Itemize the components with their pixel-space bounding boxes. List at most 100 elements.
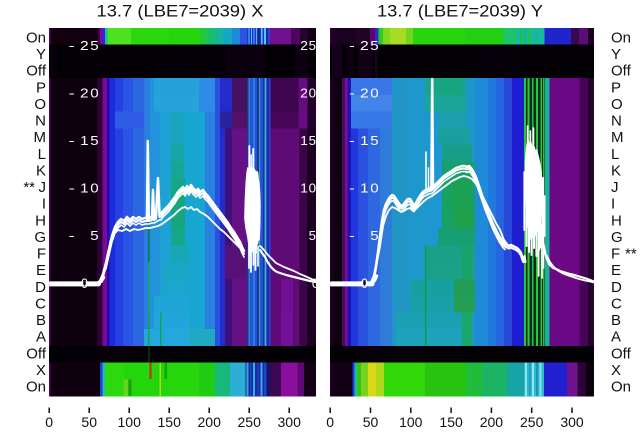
svg-text:50: 50: [81, 414, 97, 430]
svg-text:Off: Off: [26, 345, 47, 362]
svg-text:5: 5: [309, 133, 316, 148]
svg-text:5: 5: [370, 228, 378, 243]
svg-text:**: **: [625, 246, 637, 263]
svg-text:O: O: [611, 96, 623, 113]
svg-text:0: 0: [370, 85, 378, 100]
svg-text:5: 5: [370, 38, 378, 53]
svg-text:150: 150: [158, 414, 182, 430]
svg-text:D: D: [611, 279, 622, 296]
svg-text:A: A: [36, 329, 46, 346]
svg-text:C: C: [35, 296, 46, 313]
svg-text:-: -: [349, 85, 355, 100]
svg-text:P: P: [36, 79, 46, 96]
svg-text:J: J: [611, 179, 619, 196]
svg-text:O: O: [34, 96, 46, 113]
svg-text:B: B: [36, 312, 46, 329]
svg-text:250: 250: [238, 414, 262, 430]
svg-text:-: -: [69, 228, 75, 243]
svg-text:X: X: [36, 362, 46, 379]
svg-text:Y: Y: [36, 46, 46, 63]
svg-text:A: A: [611, 329, 621, 346]
svg-text:H: H: [35, 212, 46, 229]
svg-text:2: 2: [300, 38, 308, 53]
svg-text:-: -: [69, 180, 75, 195]
svg-text:E: E: [611, 262, 621, 279]
svg-text:On: On: [26, 29, 46, 46]
svg-text:M: M: [34, 129, 47, 146]
svg-text:1: 1: [360, 180, 369, 195]
svg-text:200: 200: [198, 414, 222, 430]
svg-text:I: I: [611, 196, 615, 213]
svg-text:Off: Off: [611, 63, 632, 80]
svg-text:L: L: [38, 146, 46, 163]
svg-text:Off: Off: [611, 345, 632, 362]
svg-text:E: E: [36, 262, 46, 279]
svg-text:5: 5: [90, 38, 98, 53]
svg-text:5: 5: [90, 228, 98, 243]
svg-text:0: 0: [90, 85, 98, 100]
svg-text:B: B: [611, 312, 621, 329]
svg-text:5: 5: [309, 38, 316, 53]
svg-text:0: 0: [45, 414, 53, 430]
svg-text:P: P: [611, 79, 621, 96]
svg-text:150: 150: [439, 414, 463, 430]
svg-text:-: -: [69, 38, 75, 53]
svg-text:5: 5: [90, 133, 98, 148]
svg-text:-: -: [349, 38, 355, 53]
svg-text:300: 300: [560, 414, 584, 430]
svg-text:**: **: [23, 179, 35, 196]
svg-text:1: 1: [300, 180, 308, 195]
svg-text:0: 0: [90, 180, 98, 195]
svg-text:Off: Off: [26, 63, 47, 80]
svg-text:5: 5: [309, 228, 316, 243]
svg-text:M: M: [611, 129, 624, 146]
svg-text:X: X: [611, 362, 621, 379]
svg-text:1: 1: [80, 180, 89, 195]
svg-text:0: 0: [312, 275, 319, 291]
svg-text:-: -: [69, 133, 75, 148]
svg-text:13.7 (LBE7=2039) Y: 13.7 (LBE7=2039) Y: [377, 2, 543, 21]
svg-text:250: 250: [520, 414, 544, 430]
svg-text:K: K: [611, 162, 621, 179]
svg-text:Y: Y: [611, 46, 621, 63]
svg-text:2: 2: [300, 85, 308, 100]
svg-text:-: -: [69, 85, 75, 100]
svg-text:2: 2: [360, 85, 369, 100]
svg-text:C: C: [611, 296, 622, 313]
svg-text:50: 50: [363, 414, 379, 430]
svg-text:100: 100: [118, 414, 142, 430]
svg-text:0: 0: [370, 180, 378, 195]
svg-text:F: F: [611, 246, 620, 263]
svg-text:N: N: [35, 113, 46, 130]
svg-text:200: 200: [480, 414, 504, 430]
svg-text:K: K: [36, 162, 46, 179]
svg-text:2: 2: [80, 38, 89, 53]
svg-text:5: 5: [370, 133, 378, 148]
svg-text:I: I: [42, 196, 46, 213]
svg-text:0: 0: [309, 85, 316, 100]
svg-text:0: 0: [309, 180, 316, 195]
svg-text:2: 2: [80, 85, 89, 100]
svg-text:300: 300: [278, 414, 302, 430]
svg-text:F: F: [37, 246, 46, 263]
svg-text:G: G: [611, 229, 623, 246]
svg-text:1: 1: [360, 133, 369, 148]
svg-text:L: L: [611, 146, 619, 163]
svg-text:On: On: [26, 379, 46, 396]
svg-text:2: 2: [360, 38, 369, 53]
svg-text:On: On: [611, 29, 631, 46]
svg-text:1: 1: [300, 133, 308, 148]
svg-text:1: 1: [80, 133, 89, 148]
svg-text:On: On: [611, 379, 631, 396]
svg-text:D: D: [35, 279, 46, 296]
svg-text:G: G: [34, 229, 46, 246]
svg-text:13.7 (LBE7=2039) X: 13.7 (LBE7=2039) X: [97, 2, 264, 21]
svg-text:-: -: [349, 133, 355, 148]
svg-text:-: -: [349, 180, 355, 195]
svg-text:100: 100: [399, 414, 423, 430]
svg-text:J: J: [39, 179, 47, 196]
svg-text:H: H: [611, 212, 622, 229]
svg-text:N: N: [611, 113, 622, 130]
svg-text:0: 0: [326, 414, 334, 430]
svg-text:-: -: [349, 228, 355, 243]
